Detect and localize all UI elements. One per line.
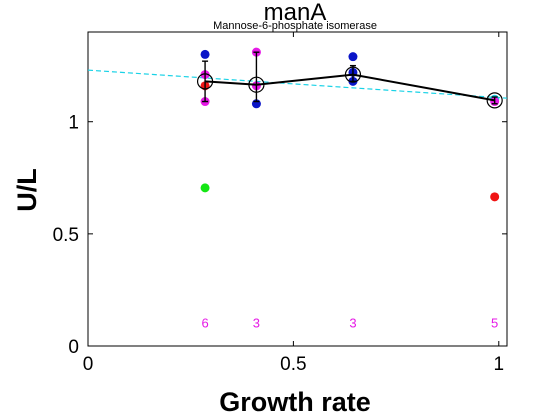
x-tick-label: 0 [83,354,94,375]
y-tick-label: 0.5 [53,225,79,246]
sample-count-label: 3 [349,316,356,331]
mean-marker [248,76,265,93]
fit-line [87,69,508,99]
plot-area: 0 0.5 1 0 0.5 1 6 3 3 5 [53,31,508,375]
y-axis-label: U/L [12,168,42,212]
plot-frame [87,31,508,347]
outlier-point [200,183,210,193]
outlier-point [490,192,500,202]
y-tick-label: 0 [68,337,79,358]
sample-count-label: 5 [491,316,498,331]
mean-marker [344,66,362,83]
mean-line [205,73,495,102]
replicate-point [200,49,210,59]
chart-subtitle: Mannose-6-phosphate isomerase [213,20,377,32]
x-tick-label: 1 [493,354,504,375]
chart-title: manA [264,0,327,26]
x-tick-label: 0.5 [280,354,306,375]
sample-count-label: 3 [253,316,260,331]
mean-marker [486,92,503,109]
x-axis-label: Growth rate [219,387,371,417]
sample-count-label: 6 [201,316,208,331]
y-tick-label: 1 [68,113,79,134]
mean-marker [196,73,214,90]
replicate-point [348,52,358,62]
